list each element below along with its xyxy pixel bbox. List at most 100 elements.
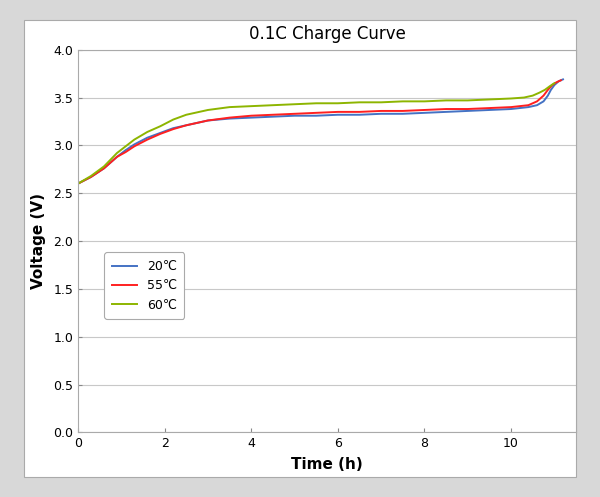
20℃ (170, 125, 177, 131)
60℃ (182, 112, 190, 118)
55℃ (442, 106, 449, 112)
60℃ (143, 129, 151, 135)
60℃ (196, 109, 203, 115)
60℃ (464, 97, 472, 103)
20℃ (88, 174, 95, 180)
60℃ (334, 100, 341, 106)
20℃ (356, 112, 363, 118)
55℃ (88, 174, 95, 180)
55℃ (157, 131, 164, 137)
20℃ (544, 92, 551, 98)
20℃ (399, 111, 406, 117)
20℃ (525, 104, 532, 110)
60℃ (226, 104, 233, 110)
55℃ (508, 104, 515, 110)
60℃ (113, 150, 121, 156)
20℃ (486, 107, 493, 113)
20℃ (226, 116, 233, 122)
20℃ (205, 117, 212, 123)
20℃ (559, 77, 566, 83)
20℃ (131, 142, 138, 148)
20℃ (555, 79, 562, 84)
55℃ (205, 117, 212, 123)
Legend: 20℃, 55℃, 60℃: 20℃, 55℃, 60℃ (104, 252, 184, 319)
55℃ (100, 166, 107, 171)
55℃ (533, 98, 541, 104)
55℃ (143, 137, 151, 143)
60℃ (100, 164, 107, 169)
55℃ (421, 107, 428, 113)
20℃ (269, 114, 277, 120)
20℃ (547, 87, 554, 93)
20℃ (377, 111, 385, 117)
Y-axis label: Voltage (V): Voltage (V) (31, 193, 46, 289)
20℃ (334, 112, 341, 118)
55℃ (122, 149, 129, 155)
60℃ (547, 83, 554, 89)
55℃ (131, 143, 138, 149)
60℃ (170, 117, 177, 123)
60℃ (356, 99, 363, 105)
Line: 60℃: 60℃ (78, 83, 554, 183)
55℃ (113, 154, 121, 160)
60℃ (551, 80, 558, 86)
55℃ (544, 87, 551, 93)
55℃ (196, 119, 203, 125)
60℃ (508, 95, 515, 101)
20℃ (540, 98, 547, 104)
60℃ (122, 143, 129, 149)
55℃ (248, 113, 255, 119)
X-axis label: Time (h): Time (h) (291, 457, 363, 472)
55℃ (74, 180, 82, 186)
60℃ (442, 97, 449, 103)
55℃ (313, 110, 320, 116)
60℃ (269, 102, 277, 108)
60℃ (248, 103, 255, 109)
20℃ (533, 102, 541, 108)
60℃ (486, 96, 493, 102)
60℃ (313, 100, 320, 106)
60℃ (520, 94, 527, 100)
20℃ (157, 130, 164, 136)
55℃ (548, 82, 556, 88)
55℃ (486, 105, 493, 111)
60℃ (399, 98, 406, 104)
20℃ (551, 82, 558, 88)
20℃ (291, 113, 298, 119)
20℃ (182, 122, 190, 128)
55℃ (170, 126, 177, 132)
20℃ (113, 154, 121, 160)
60℃ (421, 98, 428, 104)
60℃ (88, 173, 95, 179)
60℃ (131, 137, 138, 143)
20℃ (196, 119, 203, 125)
55℃ (356, 109, 363, 115)
Title: 0.1C Charge Curve: 0.1C Charge Curve (248, 24, 406, 43)
55℃ (226, 115, 233, 121)
60℃ (291, 101, 298, 107)
20℃ (442, 109, 449, 115)
20℃ (313, 113, 320, 119)
55℃ (553, 79, 560, 85)
20℃ (122, 147, 129, 153)
60℃ (536, 90, 543, 96)
55℃ (399, 108, 406, 114)
20℃ (464, 108, 472, 114)
55℃ (291, 111, 298, 117)
60℃ (541, 87, 548, 93)
Line: 55℃: 55℃ (78, 81, 561, 183)
20℃ (100, 166, 107, 171)
60℃ (157, 123, 164, 129)
55℃ (557, 78, 565, 83)
Line: 20℃: 20℃ (78, 80, 563, 183)
55℃ (377, 108, 385, 114)
60℃ (74, 180, 82, 186)
55℃ (269, 112, 277, 118)
55℃ (182, 122, 190, 128)
20℃ (508, 106, 515, 112)
20℃ (248, 115, 255, 121)
60℃ (377, 99, 385, 105)
55℃ (525, 102, 532, 108)
55℃ (540, 92, 547, 98)
60℃ (529, 92, 536, 98)
